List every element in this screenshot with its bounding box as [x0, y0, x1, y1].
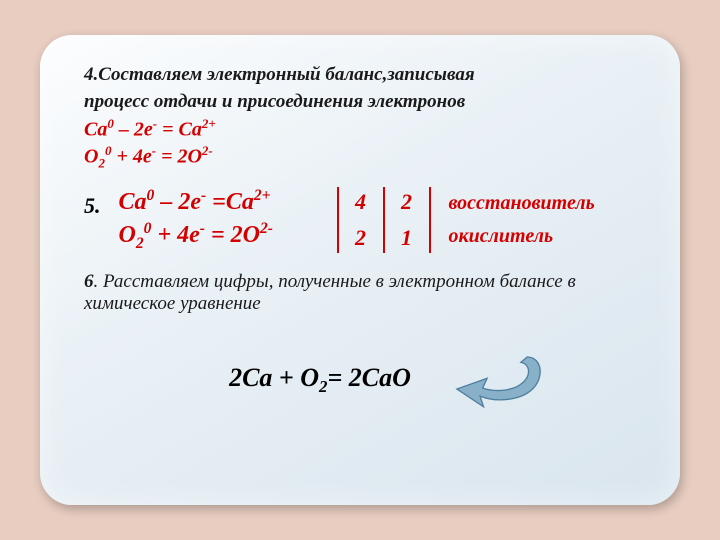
curved-arrow-icon	[441, 341, 551, 421]
col-a-0: 4	[355, 189, 366, 215]
final-row: 2Ca + O2= 2CaO	[84, 341, 636, 421]
col-a-1: 2	[355, 225, 366, 251]
step5-number: 5.	[84, 193, 101, 219]
step4-eq2: O20 + 4e- = 2O2-	[84, 143, 636, 173]
col-b-0: 2	[401, 189, 412, 215]
balance-row2: O20 + 4e- = 2O2-	[119, 220, 329, 253]
step5-balance-block: 5. Ca0 – 2e- =Ca2+ O20 + 4e- = 2O2- 4 2 …	[84, 187, 636, 253]
balance-equations: Ca0 – 2e- =Ca2+ O20 + 4e- = 2O2-	[119, 187, 329, 253]
step6-body: . Расставляем цифры, полученные в электр…	[84, 271, 576, 314]
step4-intro-line1: 4.Составляем электронный баланс,записыва…	[84, 63, 636, 88]
divider-3	[429, 187, 431, 253]
divider-1	[337, 187, 339, 253]
final-equation: 2Ca + O2= 2CaO	[229, 363, 411, 397]
step6-text: 6. Расставляем цифры, полученные в элект…	[84, 271, 636, 315]
step4-intro-line2: процесс отдачи и присоединения электроно…	[84, 90, 636, 115]
content-card: 4.Составляем электронный баланс,записыва…	[40, 35, 680, 505]
col-b-1: 1	[401, 225, 412, 251]
balance-col-a: 4 2	[347, 187, 375, 253]
balance-labels: восстановитель окислитель	[449, 190, 595, 250]
step4-eq1: Ca0 – 2e- = Ca2+	[84, 116, 636, 143]
label-reducer: восстановитель	[449, 192, 595, 215]
balance-col-b: 2 1	[393, 187, 421, 253]
balance-row1: Ca0 – 2e- =Ca2+	[119, 187, 329, 216]
step6-lead: 6	[84, 271, 94, 292]
label-oxidizer: окислитель	[449, 225, 595, 248]
divider-2	[383, 187, 385, 253]
